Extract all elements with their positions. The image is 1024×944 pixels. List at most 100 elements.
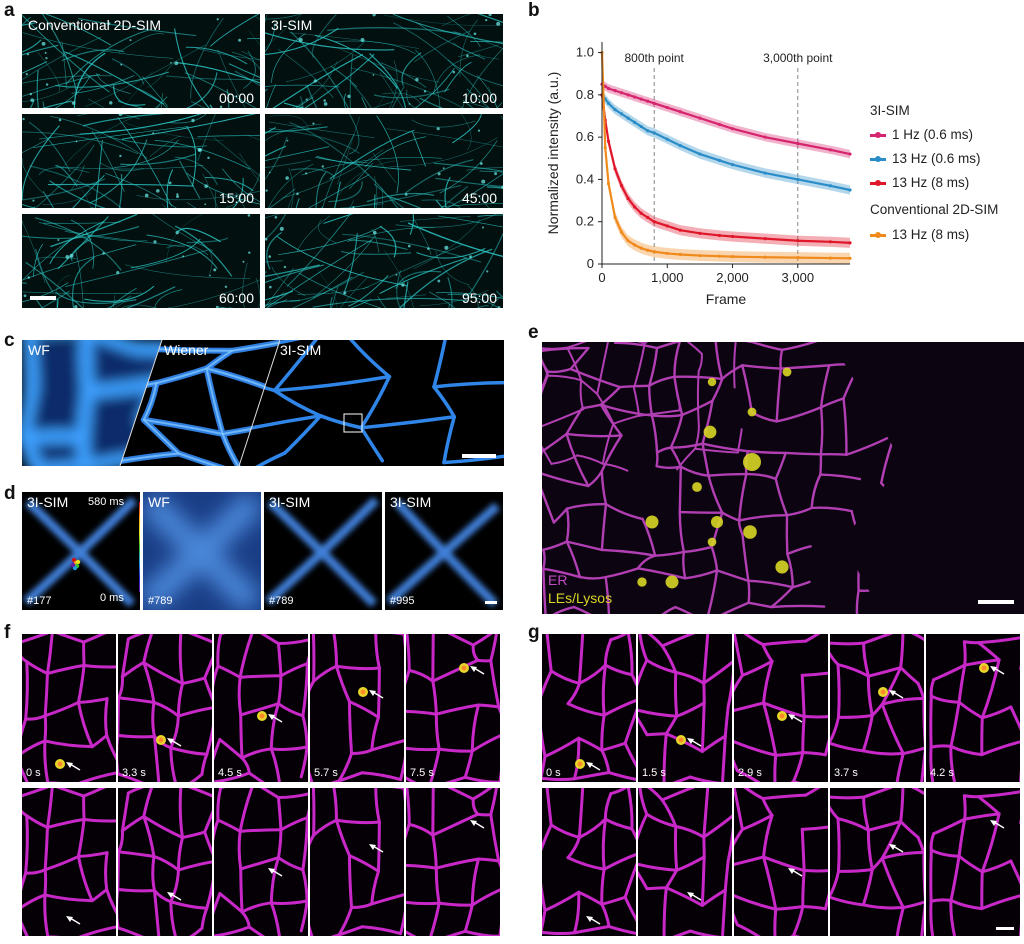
legend-label: 13 Hz (8 ms) [892,227,970,242]
scale-bar [996,927,1014,930]
data-point [730,127,735,131]
arrow-icon [586,762,601,771]
data-point [619,230,624,234]
panel-c-label-wf: WF [28,342,50,358]
annotation-label: 800th point [625,51,685,65]
data-point [763,171,767,175]
data-point [639,211,643,215]
panel-a-image-1: Conventional 2D-SIM 00:00 [22,14,260,108]
scale-bar [485,601,497,604]
panel-d-title: 3I-SIM [269,494,311,510]
data-point [613,215,617,220]
data-point [626,93,630,97]
panel-d-frame: #789 [148,595,173,607]
arrow-icon [889,844,904,853]
data-point [652,250,656,254]
y-tick-label: 0 [587,256,594,271]
chart-legend: 3I-SIM 1 Hz (0.6 ms) 13 Hz (0.6 ms) 13 H… [870,103,1024,273]
panel-a-timestamp: 95:00 [461,290,497,306]
panel-d-frame: #177 [27,595,52,607]
panel-f-frame-1-2: 3.3 s [118,634,212,782]
panel-label-e: e [528,322,539,343]
data-point [665,137,669,141]
x-tick-label: 1,000 [651,270,684,285]
data-point [665,251,669,256]
data-point [828,256,833,260]
arrow-icon [369,844,384,853]
data-point [678,144,682,148]
data-point [639,124,643,129]
data-point [763,255,767,259]
data-point [619,112,624,116]
panel-c-label-wiener: Wiener [164,342,209,358]
panel-d-frame: #995 [390,595,415,607]
panel-f-frame-2-2 [118,788,212,936]
panel-a-image-5: 60:00 [22,214,260,308]
data-point [646,248,650,252]
data-point [626,196,630,201]
x-tick-label: 2,000 [716,270,749,285]
time-label: 2.9 s [738,767,762,779]
panel-f-frame-1-1: 0 s [22,634,116,782]
data-point [678,110,682,114]
data-point [613,108,617,112]
legend-swatch [870,155,886,162]
arrow-icon [990,820,1005,829]
legend-group-title: Conventional 2D-SIM [870,202,999,217]
x-tick-label: 3,000 [782,270,815,285]
y-tick-label: 0.4 [576,171,594,186]
data-point [698,231,702,235]
y-tick-label: 0.2 [576,214,594,229]
panel-a-timestamp: 45:00 [461,190,497,206]
arrow-icon [788,868,803,877]
legend-swatch [870,179,886,186]
data-point [633,205,637,209]
panel-g-frame-2-3 [734,788,828,936]
arrow-icon [990,666,1005,675]
arrow-icon [66,762,81,771]
panel-a-col-title-3isim: 3I-SIM [271,17,313,33]
series-line [600,94,851,244]
panel-d-image-2: WF #789 [143,492,261,610]
panel-a-image-4: 45:00 [265,114,503,208]
y-tick-label: 0.6 [576,129,594,144]
time-label: 7.5 s [410,767,434,779]
series-line [600,52,851,260]
arrow-icon [268,714,283,723]
arrow-icon [66,916,81,925]
panel-g-frame-2-1 [542,788,636,936]
data-point [698,253,702,258]
series-band [602,48,850,264]
y-tick-label: 0.8 [576,87,594,102]
panel-d-title: 3I-SIM [390,494,432,510]
data-point [646,129,650,133]
time-label: 4.5 s [218,767,242,779]
data-point [763,135,767,139]
panel-label-d: d [4,483,16,504]
data-point [633,243,637,247]
panel-a-timestamp: 15:00 [218,190,254,206]
arrow-icon [470,666,485,675]
data-point [730,234,735,239]
data-point [678,228,682,232]
data-point [848,256,852,260]
x-tick-label: 0 [598,270,605,285]
time-label: 1.5 s [642,767,666,779]
legend-item-13hz-06: 13 Hz (0.6 ms) [870,151,981,166]
panel-g-frame-1-2: 1.5 s [638,634,732,782]
data-point [848,188,852,192]
data-point [848,241,852,245]
intensity-chart: 800th point 3,000th point 0 1,000 2,000 3,00… [545,42,852,307]
panel-g-frame-1-1: 0 s [542,634,636,782]
data-point [698,116,702,120]
scale-bar [462,454,496,458]
data-point [633,120,637,124]
panel-f-frame-2-3 [214,788,308,936]
panel-d-image-3: 3I-SIM #789 [264,492,382,610]
data-point [613,167,617,171]
data-point [730,255,735,259]
panel-e-er-image: ER LEs/Lysos [542,342,1024,614]
panel-g-frame-2-5 [926,788,1020,936]
data-point [606,139,611,143]
series-band [602,80,850,159]
